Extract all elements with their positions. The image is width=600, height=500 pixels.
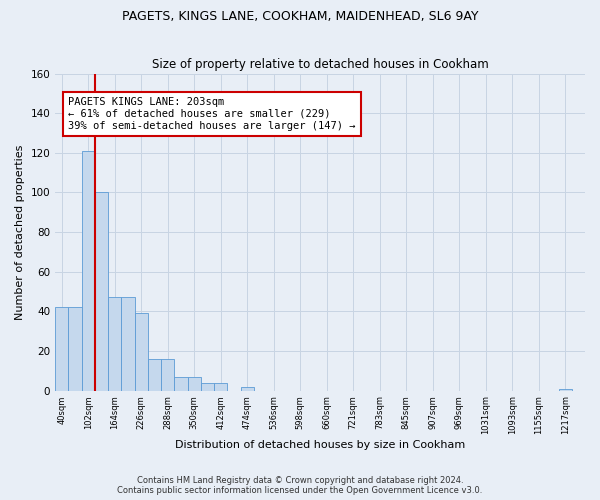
Bar	[559, 388, 572, 390]
Bar	[121, 298, 134, 390]
Text: Contains HM Land Registry data © Crown copyright and database right 2024.
Contai: Contains HM Land Registry data © Crown c…	[118, 476, 482, 495]
Text: PAGETS, KINGS LANE, COOKHAM, MAIDENHEAD, SL6 9AY: PAGETS, KINGS LANE, COOKHAM, MAIDENHEAD,…	[122, 10, 478, 23]
Bar	[68, 308, 82, 390]
Title: Size of property relative to detached houses in Cookham: Size of property relative to detached ho…	[152, 58, 488, 71]
Bar	[134, 314, 148, 390]
Bar	[161, 359, 175, 390]
Bar	[55, 308, 68, 390]
Bar	[241, 386, 254, 390]
Bar	[108, 298, 121, 390]
Y-axis label: Number of detached properties: Number of detached properties	[15, 144, 25, 320]
X-axis label: Distribution of detached houses by size in Cookham: Distribution of detached houses by size …	[175, 440, 465, 450]
Text: PAGETS KINGS LANE: 203sqm
← 61% of detached houses are smaller (229)
39% of semi: PAGETS KINGS LANE: 203sqm ← 61% of detac…	[68, 98, 356, 130]
Bar	[188, 376, 201, 390]
Bar	[175, 376, 188, 390]
Bar	[82, 151, 95, 390]
Bar	[214, 382, 227, 390]
Bar	[201, 382, 214, 390]
Bar	[95, 192, 108, 390]
Bar	[148, 359, 161, 390]
